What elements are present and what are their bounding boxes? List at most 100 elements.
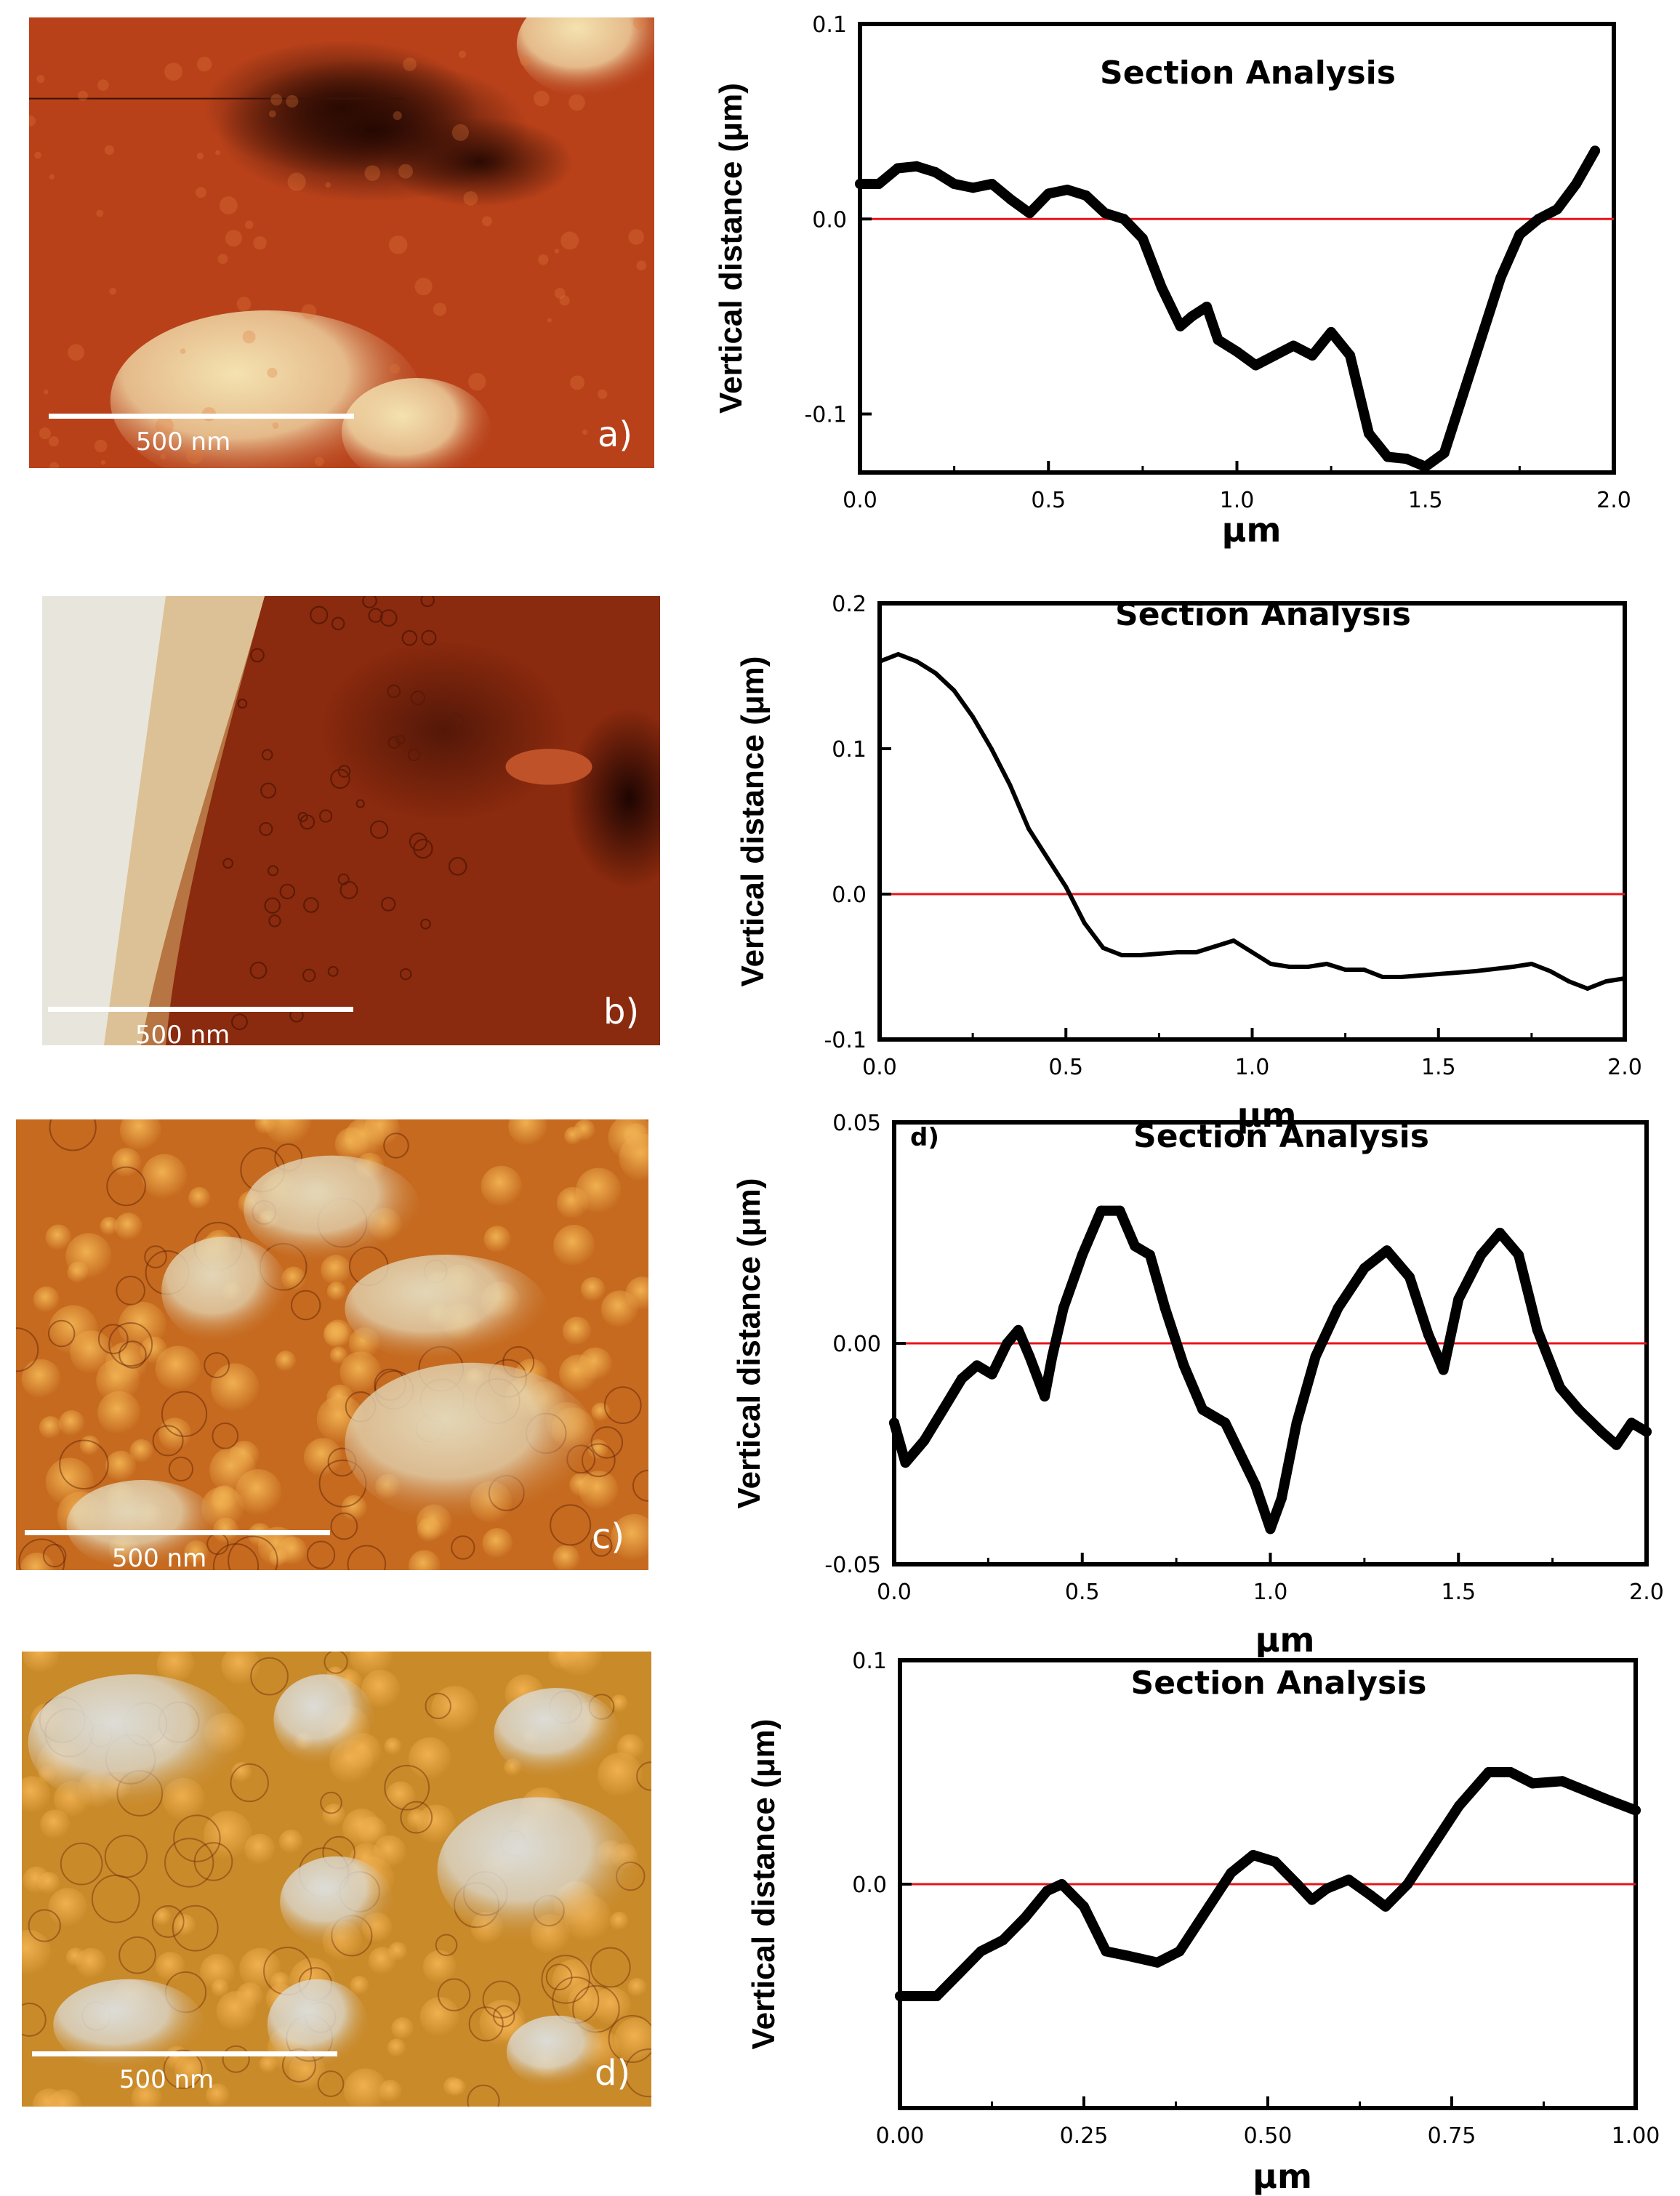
afm-texture	[239, 1947, 281, 1990]
scale-bar	[32, 2051, 337, 2056]
afm-texture	[236, 1982, 264, 2010]
afm-texture	[554, 287, 566, 299]
afm-texture	[219, 196, 238, 214]
afm-grain	[267, 1979, 369, 2070]
profile-point	[1483, 1767, 1494, 1777]
afm-cell-boundary	[317, 2070, 345, 2097]
afm-depression	[320, 640, 568, 821]
afm-texture	[390, 363, 401, 374]
afm-pit	[448, 714, 464, 730]
afm-texture	[575, 1167, 622, 1214]
afm-pit	[387, 684, 401, 699]
scale-bar-label: 500 nm	[112, 1544, 206, 1570]
profile-point	[1626, 1417, 1637, 1428]
profile-point	[1364, 428, 1374, 439]
profile-point	[1476, 1250, 1487, 1260]
profile-point	[1250, 1479, 1261, 1490]
profile-point	[986, 1369, 997, 1380]
x-tick-label: 0.5	[1031, 488, 1066, 513]
afm-texture	[263, 1119, 312, 1145]
panel-label: b)	[603, 992, 639, 1032]
afm-texture	[628, 229, 644, 245]
x-tick-label: 0.75	[1428, 2123, 1476, 2149]
afm-texture	[68, 344, 85, 361]
profile-point	[1590, 145, 1601, 156]
afm-texture	[155, 1952, 185, 1982]
afm-pit	[264, 897, 281, 914]
afm-texture	[388, 236, 408, 254]
afm-cell-boundary	[384, 1764, 430, 1811]
profile-point	[1326, 326, 1337, 337]
y-tick-label: 0.1	[852, 1649, 887, 1674]
profile-point	[1454, 1801, 1465, 1811]
profile-point	[1081, 190, 1092, 201]
y-tick-label: -0.1	[804, 403, 847, 428]
afm-texture	[519, 55, 531, 66]
afm-cell-boundary	[108, 1322, 153, 1367]
chart-svg-c: 0.0 0.5 1.0 1.5 2.0 -0.05 0.00 0.05 Section Anal…	[731, 1111, 1664, 1657]
scale-bar	[48, 1007, 353, 1012]
chart-svg-b: 0.0 0.5 1.0 1.5 2.0-0.10.00.10.2 Section Anal…	[735, 592, 1642, 1134]
afm-texture	[419, 1997, 460, 2037]
afm-feature	[505, 749, 592, 785]
afm-texture	[329, 1346, 347, 1364]
profile-point	[1008, 783, 1013, 787]
afm-texture	[627, 1977, 647, 1997]
afm-texture	[409, 1737, 451, 1780]
profile-point	[1101, 1946, 1112, 1957]
scale-bar-label: 500 nm	[119, 2065, 214, 2094]
profile-point	[1120, 953, 1125, 957]
afm-pit	[279, 883, 296, 900]
profile-point	[1631, 1805, 1641, 1816]
scale-bar	[25, 1530, 330, 1535]
afm-cell-boundary	[212, 1543, 260, 1570]
afm-cell-boundary	[632, 1469, 648, 1502]
afm-texture	[129, 1439, 153, 1463]
profile-point	[1047, 1351, 1058, 1362]
x-tick-label: 0.0	[843, 488, 877, 513]
afm-texture	[45, 1224, 72, 1251]
afm-texture	[349, 1652, 393, 1677]
profile-point	[949, 179, 960, 189]
afm-cell-boundary	[49, 1119, 97, 1151]
afm-cell-boundary	[468, 2006, 504, 2042]
afm-cell-boundary	[437, 1978, 471, 2012]
afm-texture	[209, 1447, 257, 1494]
afm-texture	[275, 1351, 297, 1372]
profile-point	[1026, 826, 1031, 831]
profile-point	[1077, 1250, 1088, 1260]
afm-cell-boundary	[323, 1652, 348, 1674]
afm-cell-boundary	[467, 2084, 500, 2107]
afm-cell-boundary	[590, 1947, 631, 1988]
profile-point	[986, 179, 997, 189]
profile-point	[1552, 204, 1563, 214]
profile-point	[1420, 462, 1431, 472]
profile-point	[1040, 1391, 1050, 1401]
afm-texture	[326, 1282, 347, 1301]
afm-texture	[97, 79, 109, 91]
afm-pit	[407, 748, 421, 762]
afm-cell-boundary	[493, 2005, 515, 2027]
profile-point	[855, 179, 865, 189]
afm-texture	[463, 190, 478, 206]
afm-cell-boundary	[383, 1133, 409, 1159]
profile-point	[1404, 1271, 1415, 1282]
profile-point	[1250, 360, 1261, 371]
x-axis-label: μm	[1255, 1620, 1315, 1657]
afm-cell-boundary	[545, 1963, 573, 1991]
profile-point	[1325, 962, 1329, 966]
afm-pit	[399, 968, 412, 981]
afm-texture	[361, 1670, 401, 1709]
afm-cell-boundary	[172, 1905, 219, 1952]
afm-texture	[142, 1154, 188, 1199]
afm-cell-boundary	[97, 1324, 129, 1355]
profile-point	[1506, 1767, 1516, 1777]
afm-texture	[393, 111, 402, 121]
afm-pit	[369, 820, 389, 839]
afm-texture	[379, 2080, 402, 2103]
profile-point	[1220, 1417, 1231, 1428]
profile-point	[1291, 1417, 1302, 1428]
afm-texture	[554, 249, 560, 254]
afm-pit	[410, 690, 426, 706]
afm-texture	[368, 1947, 396, 1975]
